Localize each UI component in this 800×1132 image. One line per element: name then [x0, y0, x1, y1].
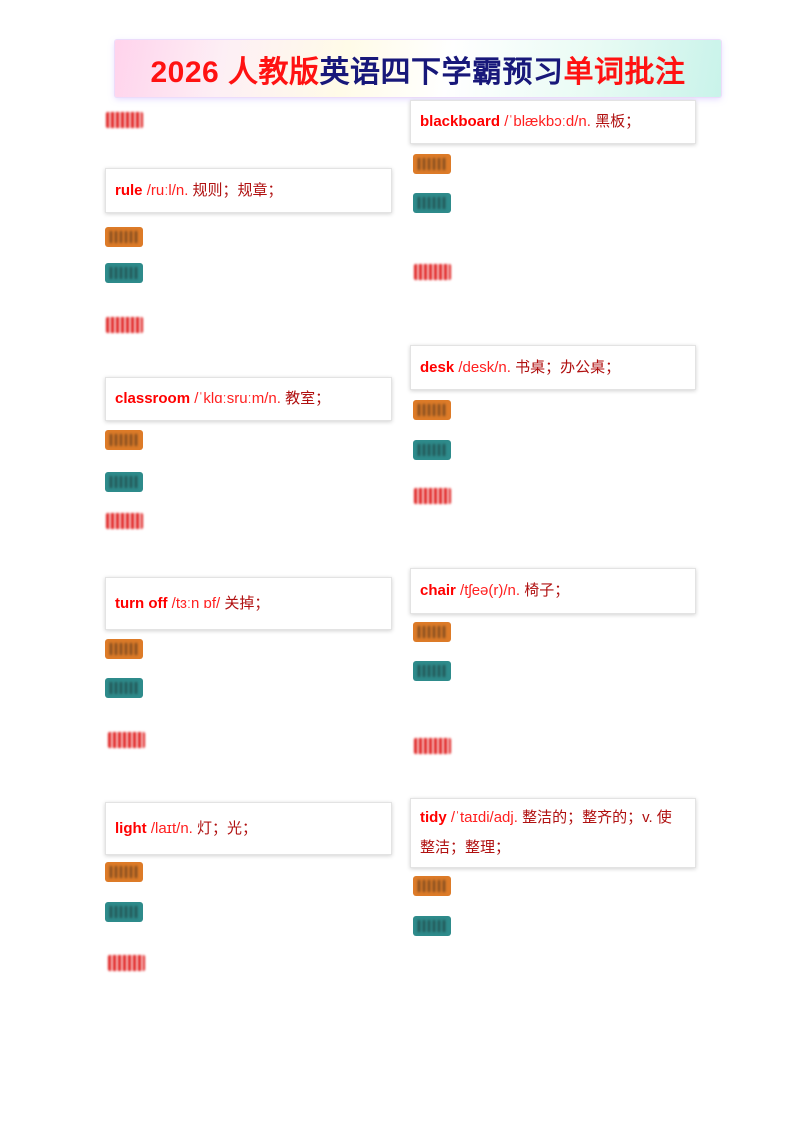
word-card-chair: chair /tʃeə(r)/n. 椅子； [410, 568, 696, 614]
teal-tag [105, 472, 143, 492]
word-card-turn-off: turn off /tɜːn ɒf/ 关掉； [105, 577, 392, 630]
word-entry: rule /ruːl/n. 规则；规章； [115, 176, 283, 206]
blurred-red-text [108, 955, 145, 971]
word-headword: tidy [420, 809, 447, 826]
word-meaning: 规则；规章； [192, 181, 283, 199]
orange-tag [413, 154, 451, 174]
blurred-tag-text [110, 682, 138, 694]
blurred-tag-text [110, 906, 138, 918]
teal-tag [413, 916, 451, 936]
red-tag [107, 954, 147, 972]
word-entry: classroom /ˈklɑːsruːm/n. 教室； [115, 384, 330, 414]
word-card-classroom: classroom /ˈklɑːsruːm/n. 教室； [105, 377, 392, 421]
word-headword: light [115, 819, 147, 837]
word-phonetic: /ˈblækbɔːd/n. [504, 113, 591, 130]
title-segment-annotation: 单词批注 [563, 55, 686, 89]
blurred-tag-text [110, 476, 138, 488]
blurred-red-text [414, 738, 451, 754]
red-tag [105, 512, 145, 530]
word-headword: blackboard [420, 113, 501, 130]
word-meaning: 书桌；办公桌； [515, 358, 621, 376]
red-tag [107, 731, 147, 749]
word-phonetic: /ˈtaɪdi/adj. [450, 809, 518, 826]
red-tag [413, 263, 453, 281]
document-title-banner: 2026 人教版英语四下学霸预习单词批注 [115, 40, 721, 97]
word-headword: classroom [115, 390, 191, 407]
blurred-tag-text [418, 158, 446, 170]
red-tag [105, 111, 145, 129]
blurred-tag-text [418, 626, 446, 638]
blurred-red-text [414, 488, 451, 504]
word-entry: turn off /tɜːn ɒf/ 关掉； [115, 589, 269, 619]
page-title: 2026 人教版英语四下学霸预习单词批注 [150, 47, 685, 91]
word-entry: tidy /ˈtaɪdi/adj. 整洁的；整齐的；v. 使整洁；整理； [420, 803, 686, 863]
blurred-red-text [106, 317, 143, 333]
word-phonetic: /tʃeə(r)/n. [460, 582, 521, 599]
word-meaning: 关掉； [224, 594, 270, 612]
word-meaning: 教室； [285, 390, 331, 407]
blurred-tag-text [110, 231, 138, 243]
word-phonetic: /laɪt/n. [150, 819, 193, 837]
word-phonetic: /ruːl/n. [146, 181, 189, 199]
word-headword: rule [115, 181, 143, 199]
blurred-tag-text [110, 643, 138, 655]
blurred-tag-text [418, 197, 446, 209]
blurred-tag-text [110, 866, 138, 878]
orange-tag [413, 400, 451, 420]
blurred-tag-text [418, 880, 446, 892]
word-card-desk: desk /desk/n. 书桌；办公桌； [410, 345, 696, 390]
blurred-red-text [414, 264, 451, 280]
teal-tag [105, 902, 143, 922]
title-segment-subject: 英语四下学霸预习 [319, 55, 564, 89]
blurred-red-text [106, 513, 143, 529]
word-entry: desk /desk/n. 书桌；办公桌； [420, 353, 620, 383]
word-entry: blackboard /ˈblækbɔːd/n. 黑板； [420, 107, 640, 137]
teal-tag [105, 263, 143, 283]
blurred-tag-text [110, 267, 138, 279]
word-phonetic: /ˈklɑːsruːm/n. [194, 390, 281, 407]
teal-tag [413, 440, 451, 460]
word-card-tidy: tidy /ˈtaɪdi/adj. 整洁的；整齐的；v. 使整洁；整理； [410, 798, 696, 868]
blurred-tag-text [418, 404, 446, 416]
orange-tag [105, 430, 143, 450]
teal-tag [413, 661, 451, 681]
word-meaning: 黑板； [595, 113, 641, 130]
title-segment-year: 2026 人教版 [150, 55, 320, 89]
red-tag [105, 316, 145, 334]
teal-tag [413, 193, 451, 213]
orange-tag [413, 622, 451, 642]
word-entry: light /laɪt/n. 灯；光； [115, 814, 257, 844]
word-card-blackboard: blackboard /ˈblækbɔːd/n. 黑板； [410, 100, 696, 144]
word-headword: turn off [115, 594, 168, 612]
orange-tag [105, 639, 143, 659]
red-tag [413, 737, 453, 755]
blurred-tag-text [110, 434, 138, 446]
word-phonetic: /desk/n. [458, 358, 511, 376]
word-meaning: 椅子； [524, 582, 570, 599]
word-meaning: 灯；光； [197, 819, 258, 837]
orange-tag [105, 227, 143, 247]
blurred-red-text [108, 732, 145, 748]
orange-tag [105, 862, 143, 882]
blurred-tag-text [418, 444, 446, 456]
word-headword: chair [420, 582, 456, 599]
blurred-red-text [106, 112, 143, 128]
word-entry: chair /tʃeə(r)/n. 椅子； [420, 576, 569, 606]
teal-tag [105, 678, 143, 698]
word-card-rule: rule /ruːl/n. 规则；规章； [105, 168, 392, 213]
blurred-tag-text [418, 665, 446, 677]
word-meaning: 整洁的；整齐的；v. 使整洁；整理； [420, 809, 672, 856]
orange-tag [413, 876, 451, 896]
red-tag [413, 487, 453, 505]
word-phonetic: /tɜːn ɒf/ [171, 594, 221, 612]
word-card-light: light /laɪt/n. 灯；光； [105, 802, 392, 855]
blurred-tag-text [418, 920, 446, 932]
word-headword: desk [420, 358, 455, 376]
